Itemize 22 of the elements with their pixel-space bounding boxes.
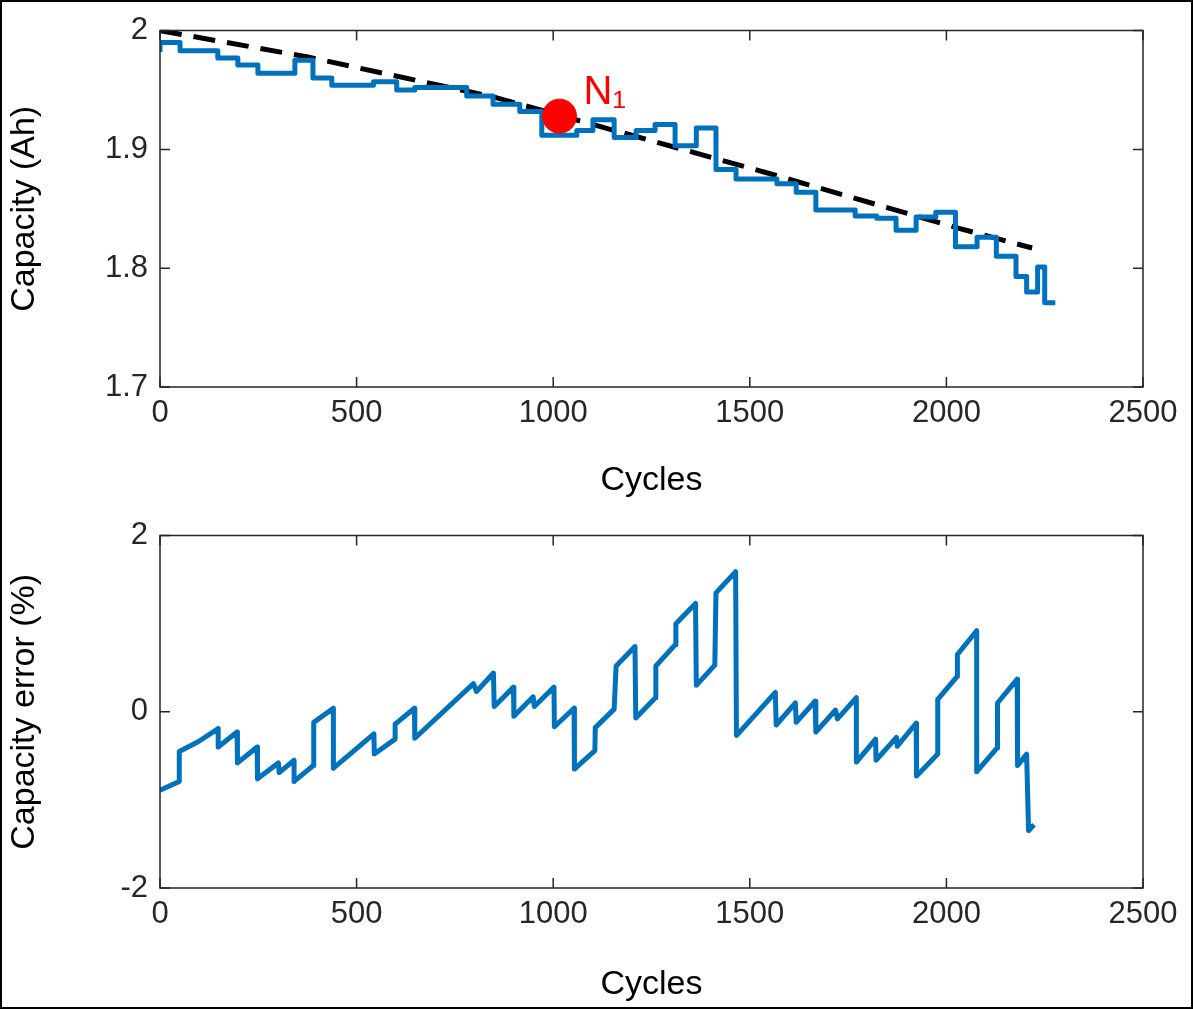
y-tick-label: 1.9 (104, 129, 148, 165)
x-tick-label: 1500 (715, 394, 785, 430)
annotation: N₁ (583, 68, 626, 113)
x-axis-title: Cycles (600, 962, 703, 1001)
x-tick-label: 500 (330, 895, 383, 931)
y-tick-label: 2 (130, 11, 148, 47)
y-tick-label: 1.8 (104, 248, 148, 284)
x-tick-label: 1000 (518, 895, 588, 931)
x-tick-label: 1500 (715, 895, 785, 931)
x-tick-label: 500 (330, 394, 383, 430)
y-axis-title: Capacity (Ah) (2, 105, 41, 312)
x-tick-label: 1000 (518, 394, 588, 430)
y-tick-label: -2 (120, 868, 148, 904)
x-tick-label: 2000 (911, 394, 981, 430)
x-tick-label: 2500 (1108, 394, 1178, 430)
y-tick-label: 1.7 (104, 367, 148, 403)
y-axis-title: Capacity error (%) (2, 573, 41, 850)
x-tick-label: 2500 (1108, 895, 1178, 931)
y-tick-label: 2 (130, 516, 148, 552)
x-tick-label: 2000 (911, 895, 981, 931)
y-tick-label: 0 (130, 692, 148, 728)
x-axis-title: Cycles (600, 458, 703, 497)
